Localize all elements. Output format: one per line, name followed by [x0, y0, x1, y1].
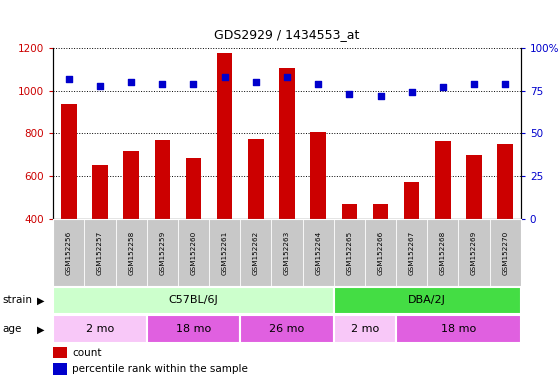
- Text: GSM152262: GSM152262: [253, 230, 259, 275]
- Point: [127, 79, 136, 85]
- Text: GSM152264: GSM152264: [315, 230, 321, 275]
- Bar: [53, 363, 67, 375]
- Bar: [217, 53, 232, 304]
- Text: 2 mo: 2 mo: [86, 324, 114, 334]
- Point: [345, 91, 354, 97]
- Text: GSM152260: GSM152260: [190, 230, 197, 275]
- Text: GSM152263: GSM152263: [284, 230, 290, 275]
- Point: [407, 89, 416, 96]
- Bar: [248, 139, 264, 304]
- Point: [158, 81, 167, 87]
- Point: [314, 81, 323, 87]
- Text: GSM152257: GSM152257: [97, 230, 103, 275]
- Text: ▶: ▶: [38, 295, 45, 306]
- Bar: [240, 316, 334, 343]
- Text: 2 mo: 2 mo: [351, 324, 379, 334]
- Bar: [53, 316, 147, 343]
- Text: GSM152256: GSM152256: [66, 230, 72, 275]
- Text: GSM152268: GSM152268: [440, 230, 446, 275]
- Bar: [342, 204, 357, 304]
- Bar: [404, 182, 419, 304]
- Text: GDS2929 / 1434553_at: GDS2929 / 1434553_at: [214, 28, 360, 41]
- Bar: [147, 316, 240, 343]
- Point: [283, 74, 292, 80]
- Bar: [497, 144, 513, 304]
- Bar: [334, 316, 396, 343]
- Bar: [396, 316, 521, 343]
- Text: C57BL/6J: C57BL/6J: [169, 295, 218, 306]
- Bar: [92, 166, 108, 304]
- Text: GSM152270: GSM152270: [502, 230, 508, 275]
- Bar: [53, 286, 334, 314]
- Text: GSM152269: GSM152269: [471, 230, 477, 275]
- Point: [376, 93, 385, 99]
- Bar: [435, 141, 451, 304]
- Point: [189, 81, 198, 87]
- Text: DBA/2J: DBA/2J: [408, 295, 446, 306]
- Bar: [310, 132, 326, 304]
- Text: GSM152266: GSM152266: [377, 230, 384, 275]
- Text: 18 mo: 18 mo: [441, 324, 476, 334]
- Bar: [53, 347, 67, 358]
- Text: GSM152258: GSM152258: [128, 230, 134, 275]
- Bar: [334, 286, 521, 314]
- Point: [64, 76, 73, 82]
- Bar: [155, 140, 170, 304]
- Text: strain: strain: [3, 295, 33, 306]
- Text: GSM152267: GSM152267: [409, 230, 415, 275]
- Text: age: age: [3, 324, 22, 334]
- Point: [470, 81, 479, 87]
- Text: 18 mo: 18 mo: [176, 324, 211, 334]
- Bar: [373, 204, 388, 304]
- Text: GSM152259: GSM152259: [159, 230, 165, 275]
- Text: GSM152261: GSM152261: [222, 230, 228, 275]
- Bar: [466, 155, 482, 304]
- Bar: [279, 68, 295, 304]
- Text: GSM152265: GSM152265: [346, 230, 352, 275]
- Text: 26 mo: 26 mo: [269, 324, 305, 334]
- Text: count: count: [72, 348, 101, 358]
- Bar: [123, 151, 139, 304]
- Point: [95, 83, 105, 89]
- Point: [251, 79, 260, 85]
- Text: ▶: ▶: [38, 324, 45, 334]
- Bar: [186, 158, 201, 304]
- Bar: [61, 104, 77, 304]
- Point: [438, 84, 447, 90]
- Point: [220, 74, 229, 80]
- Text: percentile rank within the sample: percentile rank within the sample: [72, 364, 248, 374]
- Point: [501, 81, 510, 87]
